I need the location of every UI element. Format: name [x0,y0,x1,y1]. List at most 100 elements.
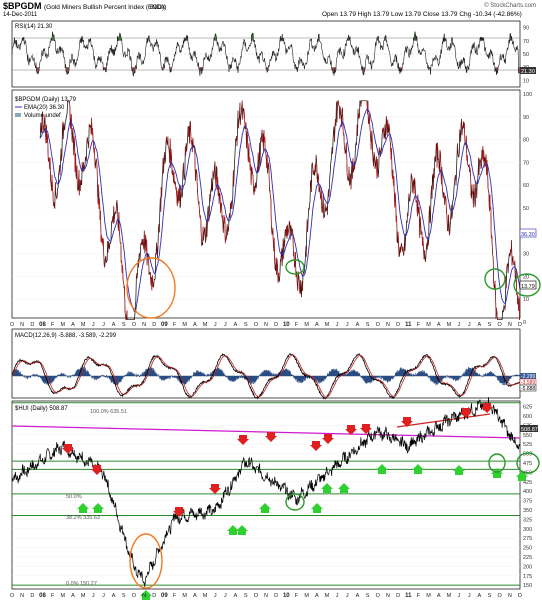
macd-line [11,353,521,400]
buy-arrow [338,483,350,493]
date-tick-label: N [508,593,512,599]
hui-tick-label: 550 [523,433,532,439]
rsi-series-line [11,31,520,77]
bpgdm-legend-price: $BPGDM (Daily) 13.79 [15,97,77,103]
rsi-tick-label: 50 [523,52,529,58]
date-tick-label: 11 [405,593,412,599]
date-tick-label: O [498,322,503,328]
sell-arrow [310,441,322,451]
rsi-value-badge [520,67,536,74]
bpgdm-value-badge [519,280,537,290]
date-tick-label: J [468,593,471,599]
sell-arrow [322,434,334,444]
buy-arrow [236,525,248,535]
bpgdm-tick-label: 90 [523,115,529,121]
buy-arrow [227,525,239,535]
date-tick-label: M [81,322,86,328]
macd-hist-badge [520,373,536,379]
date-tick-label: A [71,322,75,328]
date-tick-label: M [447,593,452,599]
date-tick-label: O [376,593,381,599]
buy-arrow [140,590,152,600]
date-tick-label: J [214,322,217,328]
buy-arrow [321,483,333,493]
date-tick-label: J [336,593,339,599]
date-tick-label: A [234,593,238,599]
date-tick-label: O [10,593,15,599]
bpgdm-legend-volume: Volume undef [24,113,61,119]
date-tick-label: D [30,593,34,599]
date-tick-label: J [214,593,217,599]
hui-panel: 6256005755505255004754504254003753503253… [11,397,540,600]
hui-tick-label: 350 [523,508,532,514]
bpgdm-legend: $BPGDM (Daily) 13.79 EMA(20) 36.30 Volum… [15,97,77,119]
date-tick-label: J [102,593,105,599]
date-tick-label: D [396,322,400,328]
date-tick-label: N [264,322,268,328]
hui-tick-label: 400 [523,489,532,495]
date-tick-label: J [468,322,471,328]
date-tick-label: F [295,593,299,599]
date-tick-label: D [152,322,156,328]
macd-frame [11,328,521,399]
date-tick-label: F [295,322,299,328]
hui-tick-label: 325 [523,517,532,523]
date-tick-label: S [122,593,126,599]
rsi-tick-label: 10 [523,78,529,84]
date-tick-label: 10 [283,593,290,599]
hui-tick-label: 375 [523,499,532,505]
date-tick-label: S [244,593,248,599]
date-tick-label: O [132,322,137,328]
date-tick-label: O [376,322,381,328]
rsi-tick-label: 90 [523,26,529,32]
date-tick-label: A [112,593,116,599]
date-tick-label: 08 [39,322,46,328]
date-tick-label: A [193,593,197,599]
macd-signal-value: -3.589 [521,380,535,386]
sell-arrow [345,425,357,435]
buy-ellipse-bpgdm-current [513,273,541,297]
date-tick-label: D [152,593,156,599]
buy-ellipse-bpgdm-2010 [285,259,305,275]
date-tick-label: M [61,322,66,328]
bpgdm-panel: $BPGDM (Daily) 13.79 EMA(20) 36.30 Volum… [11,89,541,326]
macd-signal-line [11,354,521,398]
long-term-trendline [11,425,521,439]
date-tick-label: A [315,593,319,599]
date-tick-label: O [132,593,137,599]
volume-legend-swatch [15,113,21,117]
bpgdm-tick-label: 10 [523,297,529,303]
bpgdm-value-text: 13.79 [521,284,535,290]
date-tick-label: M [81,593,86,599]
date-tick-label: S [488,593,492,599]
date-tick-label: A [193,322,197,328]
ema-value-text: 36.30 [521,232,535,238]
date-tick-label: F [51,322,55,328]
date-tick-label: S [366,322,370,328]
date-tick-label: D [518,322,522,328]
date-tick-label: M [325,322,330,328]
date-tick-label: 09 [161,593,168,599]
date-tick-label: S [488,322,492,328]
crash-ellipse-hui [129,533,163,589]
bpgdm-tick-label: 20 [523,274,529,280]
date-tick-label: M [325,593,330,599]
bpgdm-tick-label: 30 [523,252,529,258]
hui-tick-label: 525 [523,442,532,448]
date-tick-label: N [20,593,24,599]
date-tick-label: F [417,322,421,328]
buy-ellipse-hui-current [516,452,540,474]
sell-arrow [460,408,472,418]
date-tick-label: N [386,593,390,599]
date-tick-label: 08 [39,593,46,599]
buy-ellipse-hui-2011 [488,453,506,473]
credit-text: © StockCharts.com [484,2,536,9]
bpgdm-ema-line [39,107,521,313]
date-tick-label: J [224,322,227,328]
date-tick-label: N [508,322,512,328]
date-tick-label: N [142,593,146,599]
date-tick-label: 10 [283,322,290,328]
buy-arrow [491,468,503,478]
date-tick-label: J [458,593,461,599]
bpgdm-tick-label: 70 [523,160,529,166]
